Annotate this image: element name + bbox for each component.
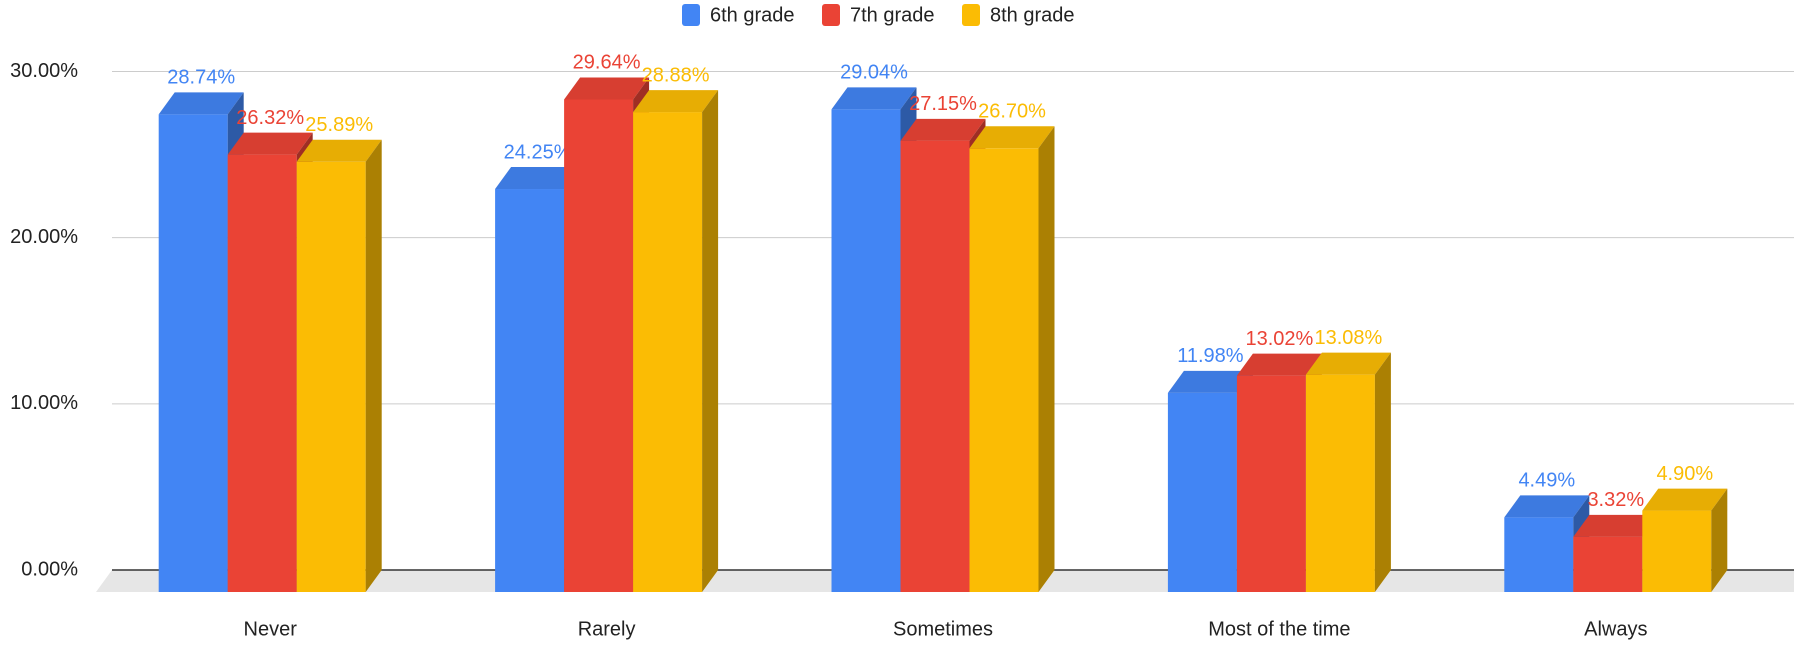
bar-side [702,90,719,593]
data-label: 28.74% [167,67,235,89]
legend-label: 8th grade [990,4,1075,26]
bar [158,114,228,593]
x-tick-label: Most of the time [1208,618,1350,640]
bar [1305,374,1375,592]
bar-top [495,167,581,190]
data-label: 26.32% [236,107,304,129]
data-label: 25.89% [305,114,373,136]
bar [1642,510,1712,592]
x-tick-label: Never [244,618,298,640]
bar-top [227,132,313,155]
bar [900,140,970,593]
bar-top [564,77,650,100]
legend-label: 7th grade [850,4,935,26]
data-label: 3.32% [1587,489,1644,511]
bar-top [969,126,1055,149]
data-label: 29.04% [840,62,908,84]
bar-top [900,118,986,141]
bar [1167,392,1237,592]
data-label: 28.88% [642,64,710,86]
legend-swatch [682,4,700,26]
bar-top [296,139,382,162]
data-label: 13.08% [1314,327,1382,349]
bar [296,161,366,593]
data-label: 4.90% [1656,463,1713,485]
data-label: 13.02% [1245,328,1313,350]
bar [1573,536,1643,592]
bar-side [1038,126,1055,592]
bar-top [633,90,719,113]
y-tick-label: 30.00% [10,60,78,82]
bar-top [1305,352,1391,375]
bar [831,109,901,593]
bar-side [1711,488,1728,592]
y-tick-label: 0.00% [21,558,78,580]
bar-top [831,87,917,110]
bar-top [1504,495,1590,518]
data-label: 24.25% [504,141,572,163]
bar-top [158,92,244,115]
data-label: 4.49% [1518,470,1575,492]
bar [1236,375,1306,592]
y-tick-label: 10.00% [10,392,78,414]
bar-side [1374,352,1391,592]
legend-swatch [962,4,980,26]
y-tick-label: 20.00% [10,226,78,248]
x-tick-label: Sometimes [893,618,993,640]
legend-swatch [822,4,840,26]
bar-top [1573,514,1659,537]
bar [969,148,1039,592]
bar [564,99,634,592]
bar [1504,517,1574,592]
bar [227,154,297,592]
bar-top [1642,488,1728,511]
data-label: 29.64% [573,52,641,74]
data-label: 11.98% [1177,345,1244,367]
x-tick-label: Always [1584,618,1647,640]
bar [633,112,703,593]
data-label: 26.70% [978,101,1046,123]
bar-top [1167,370,1253,393]
data-label: 27.15% [909,93,977,115]
x-tick-label: Rarely [578,618,636,640]
bar-top [1236,353,1322,376]
legend-label: 6th grade [710,4,795,26]
bar-side [365,139,382,593]
bar [495,189,565,592]
